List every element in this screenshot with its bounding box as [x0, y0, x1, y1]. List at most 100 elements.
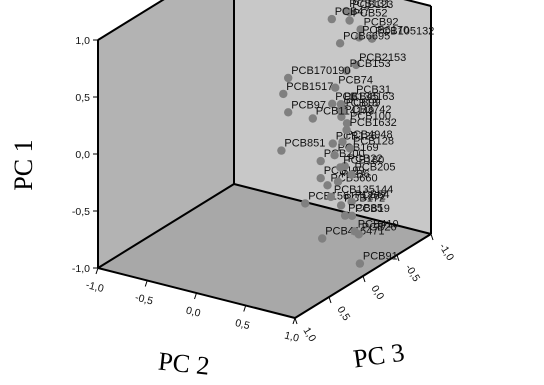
data-point-label: PCB135144 — [334, 184, 393, 196]
data-point-label: PCB6170 — [362, 24, 409, 36]
pc1-tick-label: 0,0 — [75, 149, 90, 161]
data-point-label: PCB26 — [362, 221, 397, 233]
data-point — [347, 197, 356, 206]
pc3-axis-title: PC 3 — [351, 338, 406, 374]
data-point-label: PCB153 — [350, 58, 391, 70]
data-point — [342, 6, 351, 16]
data-point-label: PCB851 — [284, 138, 325, 150]
data-point — [347, 170, 356, 179]
data-point-label: PCB31 — [356, 84, 391, 96]
data-point-label: PCB22 — [348, 153, 383, 165]
data-point — [336, 201, 346, 210]
data-point-label: PCB84 — [355, 189, 390, 201]
data-point-label: PCB92 — [364, 16, 399, 28]
data-point — [318, 234, 327, 243]
pc2-tick-mark — [95, 267, 99, 275]
data-point — [327, 14, 336, 24]
frame-edge — [233, 183, 432, 235]
data-point — [335, 39, 345, 48]
data-point — [277, 146, 286, 155]
data-point — [342, 66, 351, 76]
pc1-tick-label: 1,0 — [75, 35, 90, 47]
pc2-tick-mark — [194, 292, 197, 300]
pc2-tick-label: -1,0 — [84, 279, 105, 295]
pc1-tick-label: -1,0 — [72, 263, 90, 275]
data-point — [345, 144, 355, 153]
pc3-tick-mark — [328, 296, 332, 304]
data-point-label: PCB410 — [358, 218, 399, 230]
pc2-tick-label: 1,0 — [283, 330, 300, 345]
data-point-label: PCB100 — [350, 110, 391, 122]
data-point — [367, 34, 377, 43]
pc3-tick-label: -1,0 — [436, 241, 456, 263]
data-point-label: PCB131 — [349, 0, 390, 10]
data-point-label: PCB114149 — [316, 106, 375, 118]
data-point — [308, 114, 317, 123]
data-point — [333, 177, 343, 186]
data-point — [328, 99, 337, 109]
data-point — [338, 137, 347, 146]
pc3-tick-mark — [362, 275, 366, 283]
pc3-tick-label: 1,0 — [300, 325, 318, 344]
data-point-label: PCB1632 — [350, 117, 397, 129]
pc2-tick-mark — [144, 280, 148, 287]
data-point-label: PCB6695 — [343, 30, 390, 42]
data-point — [345, 16, 354, 25]
data-points: PCB123PCB131PCB92PCB105132PCB52PCB6170PC… — [277, 0, 434, 268]
pc2-tick-mark — [243, 305, 247, 312]
data-point-label: PCB170190 — [291, 65, 350, 77]
frame-edge — [97, 0, 165, 41]
data-point-label: PCB1517 — [286, 81, 333, 93]
data-point — [316, 174, 325, 183]
data-point-label: PCB105132 — [375, 26, 434, 38]
data-point-label: PCB205 — [355, 162, 396, 174]
pc2-tick-mark — [292, 317, 296, 325]
data-point — [355, 259, 365, 268]
data-point — [284, 73, 293, 83]
data-point-label: PCB45 — [344, 91, 379, 103]
pc2-axis-title: PC 2 — [157, 346, 211, 380]
data-point — [284, 108, 293, 117]
data-point-label: PCB18 — [343, 97, 378, 109]
data-point-label: PCB4948 — [346, 129, 393, 141]
data-point — [338, 106, 347, 115]
pc3-tick-mark — [430, 233, 434, 241]
data-point — [301, 199, 310, 208]
data-point — [328, 139, 337, 148]
data-point-label: PCB97 — [291, 99, 326, 111]
pc2-tick-label: 0,0 — [185, 305, 202, 320]
pc3-tick-mark — [294, 317, 298, 325]
axis-titles: PC 1 PC 2 PC 3 — [9, 139, 406, 380]
data-point — [348, 92, 358, 102]
data-point — [354, 33, 364, 42]
data-point — [316, 156, 325, 166]
side-wall — [98, 0, 234, 268]
data-point — [356, 25, 365, 34]
data-point — [340, 211, 350, 220]
pc1-tick-label: 0,5 — [75, 92, 90, 104]
data-point — [342, 119, 352, 128]
data-point-label: PCB128 — [353, 135, 394, 147]
data-point-label: PCB47 — [335, 6, 370, 18]
data-point — [354, 230, 363, 239]
data-point — [351, 60, 361, 70]
pc3-tick-label: -0,5 — [402, 262, 422, 284]
data-point — [347, 211, 357, 220]
data-point — [331, 83, 340, 92]
data-point-label: PCB91 — [363, 251, 398, 263]
data-point — [326, 192, 336, 202]
data-point — [330, 151, 339, 160]
back-wall — [234, 0, 431, 234]
data-point-label: PCB74 — [338, 75, 373, 87]
frame-edge — [97, 183, 235, 269]
pc3-tick-label: 0,5 — [334, 304, 352, 323]
data-point-label: PCB138163 — [335, 91, 394, 103]
data-point — [342, 125, 351, 135]
data-point — [337, 112, 346, 122]
data-point-label: PCB52 — [353, 8, 388, 20]
data-point-label: PCB3742 — [344, 104, 391, 116]
data-point — [279, 89, 288, 99]
pc1-axis-title: PC 1 — [9, 139, 38, 190]
data-point-label: PCB19 — [355, 203, 390, 215]
